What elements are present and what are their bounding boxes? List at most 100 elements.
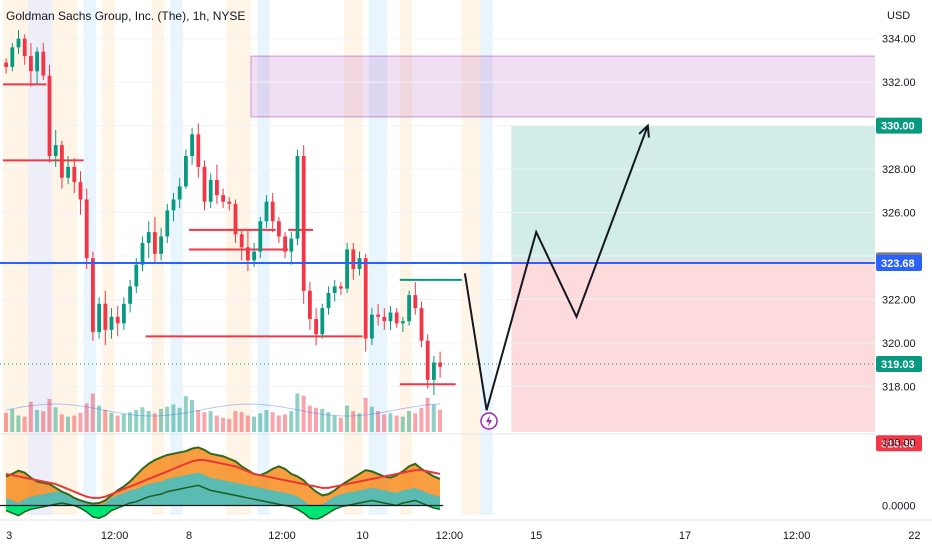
candle-body	[35, 51, 39, 72]
candle-body	[208, 179, 213, 202]
candle-body	[351, 249, 356, 270]
price-badge	[876, 254, 922, 271]
volume-bar	[258, 413, 263, 432]
candle-body	[78, 182, 83, 200]
candle-body	[252, 251, 256, 261]
projection-arrowhead	[638, 123, 650, 138]
price-badge	[876, 117, 922, 134]
candle-body	[326, 292, 331, 309]
candle-body	[66, 166, 70, 178]
price-badge-label: 323.68	[881, 258, 915, 270]
price-tick-label: 328.00	[882, 164, 916, 176]
time-tick-label: 12:00	[436, 530, 464, 542]
volume-bar	[369, 406, 374, 432]
candle-body	[72, 166, 77, 183]
volume-bar	[78, 412, 83, 432]
volume-bar	[301, 395, 306, 432]
time-tick-label: 17	[679, 530, 691, 542]
candle-body	[60, 145, 64, 178]
candle-body	[370, 314, 374, 339]
candle-body	[10, 47, 15, 67]
candle-body	[320, 308, 325, 335]
projection-path	[463, 123, 650, 411]
candle-body	[103, 303, 108, 330]
candle-body	[128, 286, 132, 304]
time-tick-label: 3	[6, 530, 12, 542]
oscillator-upper-area	[6, 447, 440, 506]
candle-body	[177, 186, 182, 200]
volume-bar	[289, 411, 294, 432]
price-tick-label: 320.00	[882, 338, 916, 350]
volume-bar	[177, 407, 182, 432]
candle-body	[47, 75, 52, 157]
candle-body	[339, 286, 343, 289]
oscillator-lower-line	[5, 484, 441, 521]
candle-body	[227, 201, 232, 204]
chart-title: Goldman Sachs Group, Inc. (The), 1h, NYS…	[6, 9, 245, 23]
volume-bar	[146, 411, 151, 432]
volume-bar	[314, 407, 318, 432]
alert-icon[interactable]	[480, 412, 498, 430]
candle-body	[432, 362, 436, 380]
volume-bar	[196, 410, 201, 432]
volume-bar	[66, 416, 70, 432]
volume-bar	[84, 403, 89, 432]
volume-bar	[128, 412, 132, 432]
price-tick-label: 322.00	[882, 294, 916, 306]
oscillator-upper-line	[5, 446, 441, 505]
volume-bar	[438, 410, 442, 432]
candle-body	[146, 232, 151, 243]
candle-body	[407, 295, 411, 322]
volume-bar	[59, 414, 64, 432]
candle-body	[283, 236, 287, 252]
candle-body	[382, 316, 387, 322]
volume-bar	[388, 413, 393, 432]
volume-bar	[363, 397, 368, 432]
candle-body	[332, 286, 337, 293]
volume-bar	[283, 414, 287, 432]
price-tick-label: 334.00	[882, 34, 916, 46]
candle-body	[171, 199, 176, 211]
volume-bar	[407, 411, 411, 432]
volume-bar	[10, 408, 15, 432]
volume-bar	[295, 393, 300, 432]
volume-bar	[233, 411, 238, 432]
indicator-tick-label: 0.0000	[882, 501, 916, 513]
zone-box	[511, 260, 890, 432]
volume-bar	[41, 411, 46, 432]
candle-body	[84, 199, 89, 259]
volume-bar	[115, 415, 120, 432]
candle-body	[401, 321, 405, 324]
volume-bar	[134, 410, 139, 432]
time-tick-label: 12:00	[101, 530, 129, 542]
candle-body	[53, 145, 58, 157]
candle-body	[97, 303, 101, 333]
candle-body	[140, 242, 145, 265]
volume-bar	[208, 411, 213, 432]
time-tick-label: 10	[356, 530, 368, 542]
volume-bar	[121, 413, 126, 432]
volume-bar	[183, 396, 188, 432]
candle-body	[289, 238, 294, 252]
candles	[4, 30, 442, 396]
horizontal-lines	[0, 261, 875, 365]
volume-bar	[264, 410, 269, 432]
volume-bar	[320, 408, 325, 432]
oscillator-signal-line	[5, 459, 441, 499]
session-band	[3, 0, 28, 515]
volume-bar	[221, 417, 225, 432]
candle-body	[233, 203, 238, 235]
candle-body	[301, 156, 306, 291]
price-badge-label: 315.38	[881, 438, 915, 450]
volume-bar	[22, 416, 27, 432]
candle-body	[221, 195, 225, 202]
volume-bar	[214, 415, 219, 432]
volume-bar	[270, 412, 275, 432]
candle-body	[314, 319, 318, 335]
candle-body	[258, 221, 263, 252]
grid	[0, 38, 875, 435]
candle-body	[345, 249, 349, 289]
price-axis-bg	[875, 0, 932, 550]
time-tick-label: 8	[186, 530, 192, 542]
